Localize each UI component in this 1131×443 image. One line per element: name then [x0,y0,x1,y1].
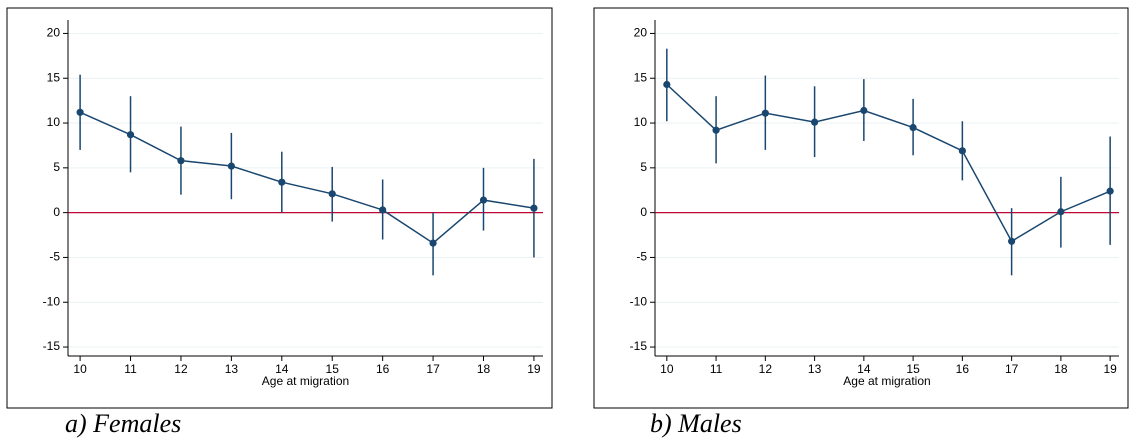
y-tick-label: 15 [634,70,648,84]
point [958,147,966,155]
x-tick-label: 16 [956,362,970,376]
y-tick-label: 0 [640,205,647,219]
x-tick-label: 18 [477,362,491,376]
y-tick-label: 15 [47,70,61,84]
panel-frame [593,7,1129,409]
point [530,204,538,212]
point [712,126,720,134]
x-tick-label: 12 [174,362,188,376]
x-tick-label: 10 [73,362,87,376]
point [761,109,769,117]
point [1008,237,1016,245]
x-tick-label: 13 [808,362,822,376]
point [278,178,286,186]
y-tick-label: -10 [630,294,648,308]
y-tick-label: -5 [49,250,60,264]
x-tick-label: 19 [1103,362,1117,376]
point [663,80,671,89]
y-tick-label: -15 [43,339,61,353]
x-tick-label: 15 [326,362,340,376]
point [177,157,185,165]
caption: b) Males [650,409,742,438]
point [126,131,135,139]
y-tick-label: -5 [636,250,647,264]
point [429,239,437,247]
point [479,196,488,204]
x-tick-label: 11 [710,362,723,376]
x-tick-label: 12 [759,362,773,376]
series-line [666,83,1111,243]
x-axis-label: Age at migration [262,374,349,388]
point [1057,208,1065,216]
y-tick-label: 5 [640,160,647,174]
point [76,108,84,116]
point [810,118,819,126]
point [860,106,868,115]
point [328,190,336,198]
x-tick-label: 19 [527,362,541,376]
point [227,162,235,170]
x-tick-label: 17 [426,362,440,376]
x-tick-label: 14 [857,362,871,376]
x-tick-label: 18 [1054,362,1068,376]
x-tick-label: 13 [225,362,239,376]
panel-frame [6,7,553,409]
series-line [79,111,535,245]
caption: a) Females [65,409,181,438]
point [1106,187,1114,195]
x-tick-label: 14 [275,362,289,376]
y-tick-label: -10 [43,294,61,308]
y-tick-label: -15 [630,339,648,353]
y-tick-label: 5 [53,160,60,174]
x-tick-label: 17 [1005,362,1019,376]
x-axis-label: Age at migration [843,374,930,388]
point [379,206,387,214]
x-tick-label: 10 [660,362,674,376]
y-tick-label: 0 [53,205,60,219]
y-tick-label: 20 [47,26,61,40]
y-tick-label: 10 [634,115,648,129]
x-tick-label: 15 [906,362,920,376]
y-tick-label: 20 [634,26,648,40]
x-tick-label: 16 [376,362,390,376]
y-tick-label: 10 [47,115,61,129]
point [909,123,917,132]
x-tick-label: 11 [124,362,137,376]
